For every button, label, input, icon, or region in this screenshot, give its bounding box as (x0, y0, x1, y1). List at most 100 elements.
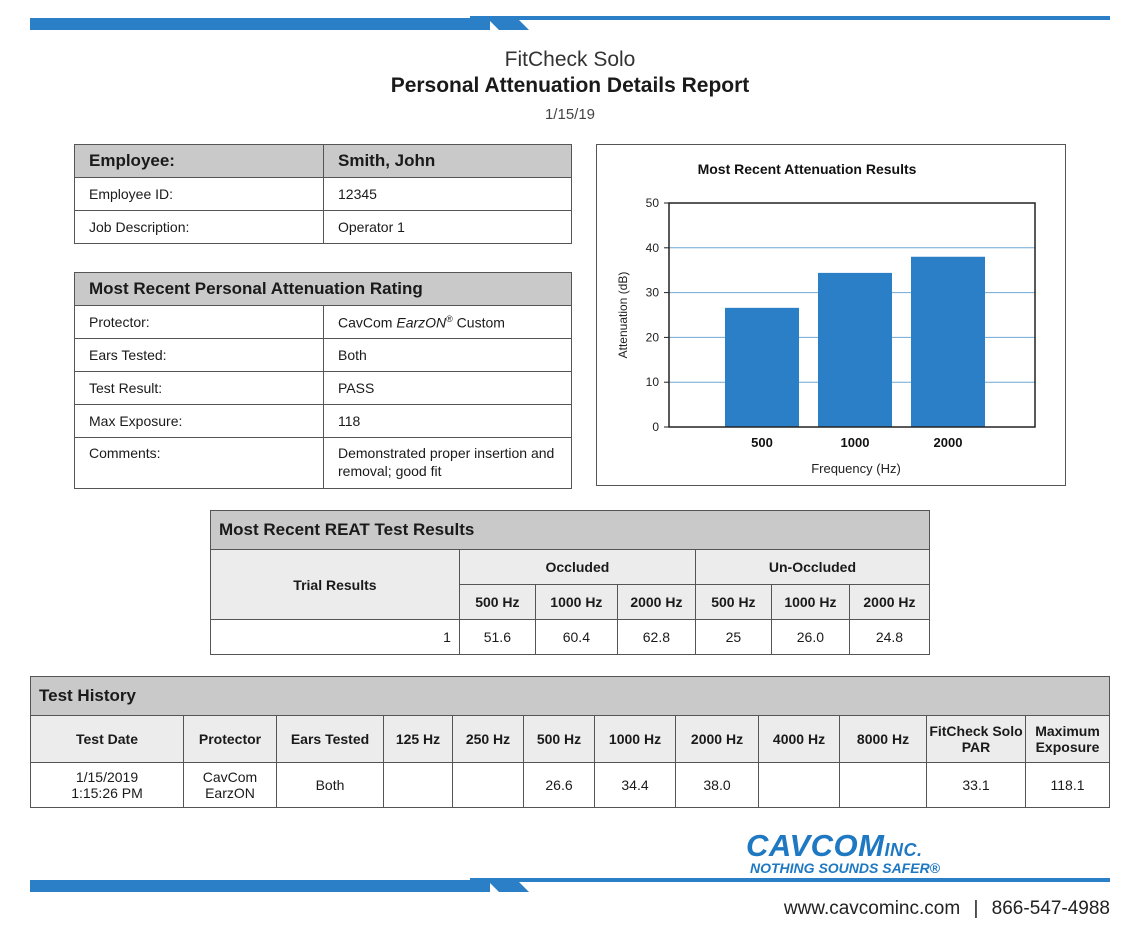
reat-freq-header: 2000 Hz (848, 584, 931, 620)
history-test-date: 1/15/2019 1:15:26 PM (30, 762, 184, 808)
col-8000hz: 8000 Hz (839, 715, 927, 763)
ears-tested-label: Ears Tested: (74, 338, 324, 372)
comments-row: Comments: Demonstrated proper insertion … (74, 437, 572, 489)
history-par: 33.1 (926, 762, 1026, 808)
col-test-date: Test Date (30, 715, 184, 763)
col-ears-tested: Ears Tested (276, 715, 384, 763)
reat-title: Most Recent REAT Test Results (210, 510, 930, 550)
chart-title: Most Recent Attenuation Results (698, 161, 917, 177)
comments-value: Demonstrated proper insertion and remova… (323, 437, 572, 489)
trial-results-label: Trial Results (210, 549, 460, 620)
max-exposure-label: Max Exposure: (74, 404, 324, 438)
y-tick-label: 50 (646, 196, 660, 210)
ears-tested-value: Both (323, 338, 572, 372)
employee-name: Smith, John (323, 144, 572, 178)
reat-header-row: Most Recent REAT Test Results (210, 510, 930, 550)
bar-500 (725, 307, 799, 427)
x-axis-label: Frequency (Hz) (811, 461, 901, 476)
col-protector: Protector (183, 715, 277, 763)
reat-group-row: Trial Results Occluded Un-Occluded (210, 549, 931, 620)
history-columns-row: Test Date Protector Ears Tested 125 Hz 2… (30, 715, 1110, 763)
col-1000hz: 1000 Hz (594, 715, 676, 763)
cavcom-logo: CAVCOMINC. (746, 828, 923, 863)
reat-value: 25 (694, 619, 772, 655)
bar-1000 (818, 272, 892, 427)
protector-value: CavCom EarzON® Custom (323, 305, 572, 339)
reat-value: 51.6 (458, 619, 536, 655)
x-tick-label: 2000 (934, 435, 963, 450)
contact-separator: | (973, 898, 979, 919)
test-result-value: PASS (323, 371, 572, 405)
col-fitcheck-par: FitCheck Solo PAR (926, 715, 1026, 763)
max-exposure-row: Max Exposure: 118 (74, 404, 572, 438)
phone-number: 866-547-4988 (991, 898, 1110, 919)
x-tick-label: 1000 (841, 435, 870, 450)
y-tick-label: 0 (652, 420, 659, 434)
rating-table: Most Recent Personal Attenuation Rating … (74, 272, 572, 489)
history-4000hz (758, 762, 840, 808)
ears-tested-row: Ears Tested: Both (74, 338, 572, 372)
reat-freq-header: 500 Hz (458, 584, 536, 620)
history-header-row: Test History (30, 676, 1110, 716)
history-title: Test History (30, 676, 1110, 716)
protector-label: Protector: (74, 305, 324, 339)
employee-id-label: Employee ID: (74, 177, 324, 211)
reat-freq-header: 500 Hz (694, 584, 772, 620)
trial-number: 1 (210, 619, 460, 655)
col-2000hz: 2000 Hz (675, 715, 759, 763)
rating-title: Most Recent Personal Attenuation Rating (74, 272, 572, 306)
employee-id-row: Employee ID: 12345 (74, 177, 572, 211)
history-1000hz: 34.4 (594, 762, 676, 808)
y-tick-label: 10 (646, 375, 660, 389)
reat-freq-header: 1000 Hz (534, 584, 618, 620)
occluded-label: Occluded (458, 549, 696, 585)
y-axis-label: Attenuation (dB) (616, 272, 630, 359)
header-accent-bar (30, 16, 1110, 30)
test-result-label: Test Result: (74, 371, 324, 405)
employee-table: Employee: Smith, John Employee ID: 12345… (74, 144, 572, 244)
max-exposure-value: 118 (323, 404, 572, 438)
protector-row: Protector: CavCom EarzON® Custom (74, 305, 572, 339)
job-description-label: Job Description: (74, 210, 324, 244)
reat-value: 60.4 (534, 619, 618, 655)
attenuation-chart-panel: Most Recent Attenuation Results 0 10 20 30 4… (596, 144, 1066, 486)
job-description-row: Job Description: Operator 1 (74, 210, 572, 244)
history-max-exposure: 118.1 (1025, 762, 1110, 808)
history-500hz: 26.6 (523, 762, 595, 808)
x-tick-label: 500 (751, 435, 773, 450)
unoccluded-label: Un-Occluded (694, 549, 931, 585)
history-ears: Both (276, 762, 384, 808)
y-tick-label: 40 (646, 241, 660, 255)
reat-value: 24.8 (848, 619, 931, 655)
report-title: Personal Attenuation Details Report (390, 74, 750, 97)
logo-tagline: NOTHING SOUNDS SAFER® (750, 860, 940, 876)
history-125hz (383, 762, 453, 808)
history-2000hz: 38.0 (675, 762, 759, 808)
report-date: 1/15/19 (544, 106, 596, 123)
rating-header-row: Most Recent Personal Attenuation Rating (74, 272, 572, 306)
history-8000hz (839, 762, 927, 808)
website-link[interactable]: www.cavcominc.com (783, 898, 961, 919)
job-description-value: Operator 1 (323, 210, 572, 244)
employee-header-row: Employee: Smith, John (74, 144, 572, 178)
footer-accent-bar (30, 878, 1110, 892)
reat-value: 26.0 (770, 619, 850, 655)
test-history-table: Test History Test Date Protector Ears Te… (30, 676, 1110, 808)
comments-label: Comments: (74, 437, 324, 489)
attenuation-chart: Most Recent Attenuation Results 0 10 20 30 4… (616, 161, 1036, 476)
y-tick-label: 30 (646, 286, 660, 300)
reat-freq-header: 1000 Hz (770, 584, 850, 620)
col-250hz: 250 Hz (452, 715, 524, 763)
col-max-exposure: Maximum Exposure (1025, 715, 1110, 763)
col-4000hz: 4000 Hz (758, 715, 840, 763)
employee-id-value: 12345 (323, 177, 572, 211)
bar-2000 (911, 256, 985, 427)
history-data-row: 1/15/2019 1:15:26 PM CavCom EarzON Both 26… (30, 762, 1110, 808)
reat-data-row: 1 51.6 60.4 62.8 25 26.0 24.8 (210, 619, 931, 655)
col-125hz: 125 Hz (383, 715, 453, 763)
plot-frame (668, 202, 1036, 428)
col-500hz: 500 Hz (523, 715, 595, 763)
history-250hz (452, 762, 524, 808)
history-protector: CavCom EarzON (183, 762, 277, 808)
y-tick-label: 20 (646, 330, 660, 344)
